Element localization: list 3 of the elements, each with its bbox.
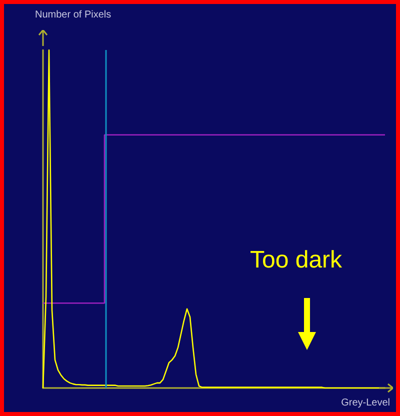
x-axis-title: Grey-Level — [341, 398, 390, 408]
y-axis-title: Number of Pixels — [35, 10, 112, 20]
annotation: Too dark — [250, 246, 344, 274]
